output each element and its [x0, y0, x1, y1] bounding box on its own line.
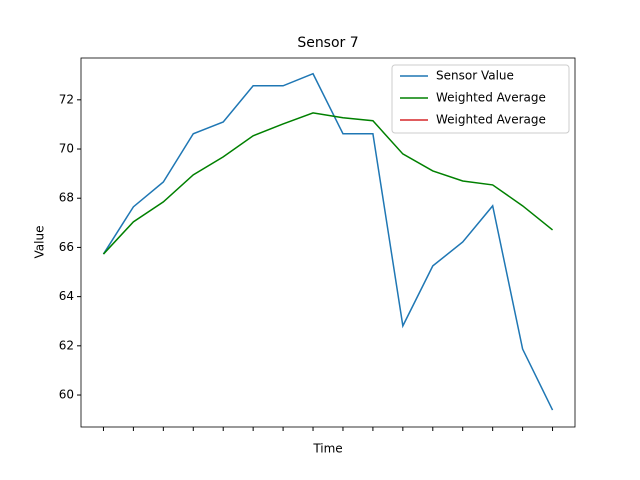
- x-axis-label: Time: [312, 442, 342, 456]
- y-tick-label: 66: [59, 240, 74, 254]
- legend-box: [391, 64, 570, 134]
- y-tick-label: 60: [59, 388, 74, 402]
- legend-label: Weighted Average: [436, 113, 546, 127]
- y-tick-label: 62: [59, 338, 74, 352]
- chart-title: Sensor 7: [297, 35, 358, 51]
- plot-frame: [80, 57, 576, 428]
- data-line: [102, 112, 554, 255]
- data-line: [102, 72, 554, 411]
- y-axis-label: Value: [33, 226, 47, 259]
- y-tick-label: 64: [59, 289, 74, 303]
- y-tick-label: 68: [59, 191, 74, 205]
- legend-label: Weighted Average: [436, 91, 546, 105]
- y-tick-label: 72: [59, 92, 74, 106]
- legend-label: Sensor Value: [436, 69, 514, 83]
- y-tick-label: 70: [59, 142, 74, 156]
